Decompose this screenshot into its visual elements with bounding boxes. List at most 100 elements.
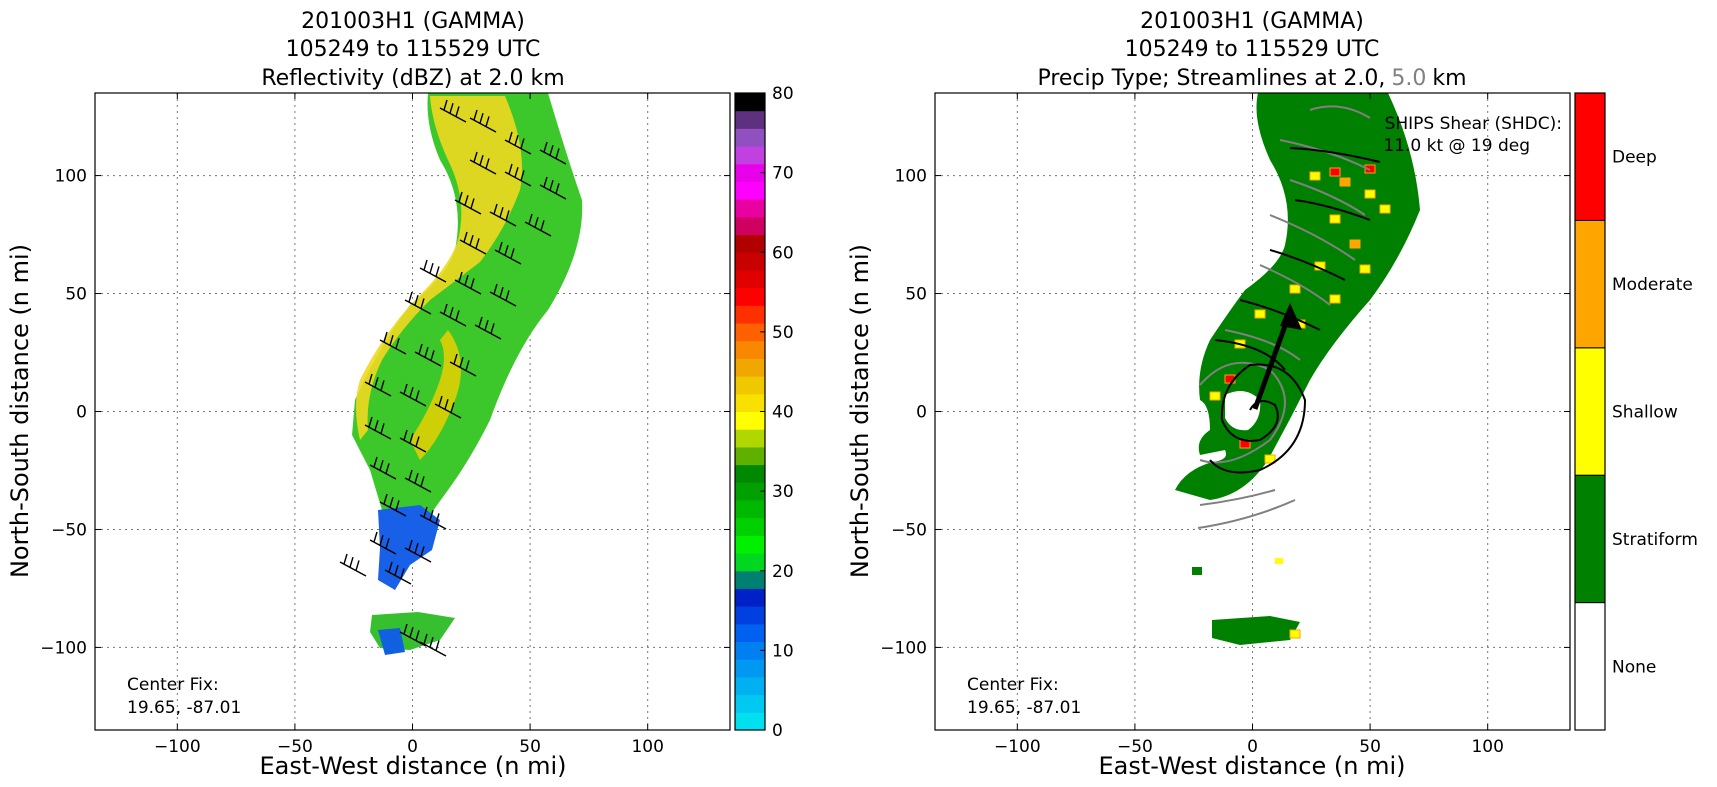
y-tick-label: 0 [916, 403, 927, 423]
left-title-line-3: Reflectivity (dBZ) at 2.0 km [261, 66, 564, 91]
streamlines-5km [1197, 105, 1371, 529]
colorbar-tick-label: 50 [772, 323, 794, 343]
colorbar-bin [735, 570, 765, 589]
streamline-5km [1289, 179, 1366, 216]
wind-barb [489, 283, 517, 307]
wind-barb [404, 539, 432, 563]
wind-barb [489, 203, 517, 227]
wind-barb [494, 241, 522, 265]
colorbar-bin [735, 252, 765, 271]
right-x-axis-label: East-West distance (n mi) [1098, 752, 1405, 780]
x-tick-label: −100 [994, 737, 1041, 757]
streamline-5km [1309, 105, 1371, 119]
y-tick-label: −50 [891, 520, 927, 540]
wind-barb [419, 506, 447, 530]
colorbar-bin [735, 287, 765, 306]
precip-eye-hole [1225, 391, 1261, 431]
wind-barb [414, 343, 442, 367]
precip-convective-cell [1379, 204, 1391, 214]
precip-convective-cell [1264, 454, 1276, 464]
colorbar-bin [735, 588, 765, 607]
colorbar-bin [735, 110, 765, 129]
precip-category-label: Deep [1612, 148, 1657, 168]
left-center-fix-coords: 19.65, -87.01 [127, 698, 241, 718]
colorbar-bin [735, 499, 765, 519]
right-ticks: −100 −50 0 50 100 −100 −50 0 50 100 [880, 93, 1570, 757]
x-tick-label: 0 [407, 737, 418, 757]
shear-label: SHIPS Shear (SHDC): [1385, 114, 1562, 134]
colorbar-bin [735, 269, 765, 289]
reflectivity-yellow-core [356, 96, 523, 440]
colorbar-bin [735, 429, 765, 448]
colorbar-bin [735, 376, 765, 395]
y-tick-label: −100 [880, 638, 927, 658]
wind-barb [364, 373, 392, 397]
x-tick-label: −50 [1117, 737, 1153, 757]
precip-convective-cell [1364, 189, 1376, 199]
colorbar-bin [735, 393, 765, 412]
colorbar-tick-label: 60 [772, 243, 794, 263]
streamlines-2km [1209, 147, 1381, 474]
colorbar-tick-label: 0 [772, 721, 783, 741]
x-tick-label: −50 [277, 737, 313, 757]
wind-barbs [339, 99, 567, 657]
streamline-5km [1199, 489, 1276, 506]
precip-convective-cell [1254, 309, 1266, 319]
precip-convective-cell [1329, 214, 1341, 224]
right-title-line-3: Precip Type; Streamlines at 2.0, 5.0 km [1037, 66, 1466, 91]
y-tick-label: 0 [76, 403, 87, 423]
right-title-line-2: 105249 to 115529 UTC [1125, 37, 1380, 62]
colorbar-tick-label: 10 [772, 641, 794, 661]
y-tick-label: 50 [905, 285, 927, 305]
colorbar-bin [735, 535, 765, 554]
precip-convective-cell [1289, 284, 1301, 294]
wind-barb [379, 493, 407, 517]
wind-barb [454, 191, 482, 215]
colorbar-bin [735, 93, 765, 112]
wind-barb [404, 469, 432, 493]
precip-convective-cell [1309, 171, 1321, 181]
colorbar-tick-label: 70 [772, 164, 794, 184]
x-tick-label: 0 [1247, 737, 1258, 757]
colorbar-bin [735, 553, 765, 572]
left-title-line-1: 201003H1 (GAMMA) [301, 9, 525, 34]
precip-category-swatch [1574, 602, 1606, 731]
shear-vector-head [1280, 303, 1302, 330]
wind-barb [419, 633, 447, 657]
reflectivity-colorbar-ticks: 0 10 20 30 40 50 60 70 80 [760, 84, 794, 741]
right-title-line-1: 201003H1 (GAMMA) [1140, 9, 1364, 34]
reflectivity-outer-band [352, 93, 583, 520]
precip-convective-cell [1209, 391, 1221, 401]
wind-barb [459, 231, 487, 255]
shear-value: 11.0 kt @ 19 deg [1383, 136, 1530, 156]
precip-convective-cell [1329, 167, 1341, 177]
precip-convective-cell [1289, 629, 1301, 639]
wind-barb [539, 141, 567, 165]
streamline-2km [1214, 339, 1286, 371]
left-title-line-2: 105249 to 115529 UTC [286, 37, 541, 62]
y-tick-label: 100 [895, 167, 927, 187]
left-ticks: −100 −50 0 50 100 −100 −50 0 50 100 [40, 93, 730, 757]
colorbar-bin [735, 199, 765, 218]
colorbar-bin [735, 676, 765, 696]
reflectivity-yellow-arc [410, 330, 462, 460]
precip-convective-cell [1339, 177, 1351, 187]
colorbar-bin [735, 305, 765, 324]
wind-barb [379, 331, 407, 355]
wind-barb [339, 553, 367, 577]
reflectivity-blue-south [378, 628, 405, 655]
precip-category-label: Moderate [1612, 275, 1693, 295]
colorbar-bin [735, 482, 765, 501]
colorbar-tick-label: 20 [772, 562, 794, 582]
colorbar-bin [735, 411, 765, 430]
colorbar-tick-label: 80 [772, 84, 794, 104]
wind-barb [454, 271, 482, 295]
colorbar-bin [735, 216, 765, 236]
wind-barb [364, 416, 392, 440]
colorbar-bin [735, 606, 765, 625]
right-center-fix-coords: 19.65, -87.01 [967, 698, 1081, 718]
colorbar-bin [735, 128, 765, 147]
shear-vector-shaft [1252, 311, 1293, 410]
wind-barb [439, 303, 467, 327]
